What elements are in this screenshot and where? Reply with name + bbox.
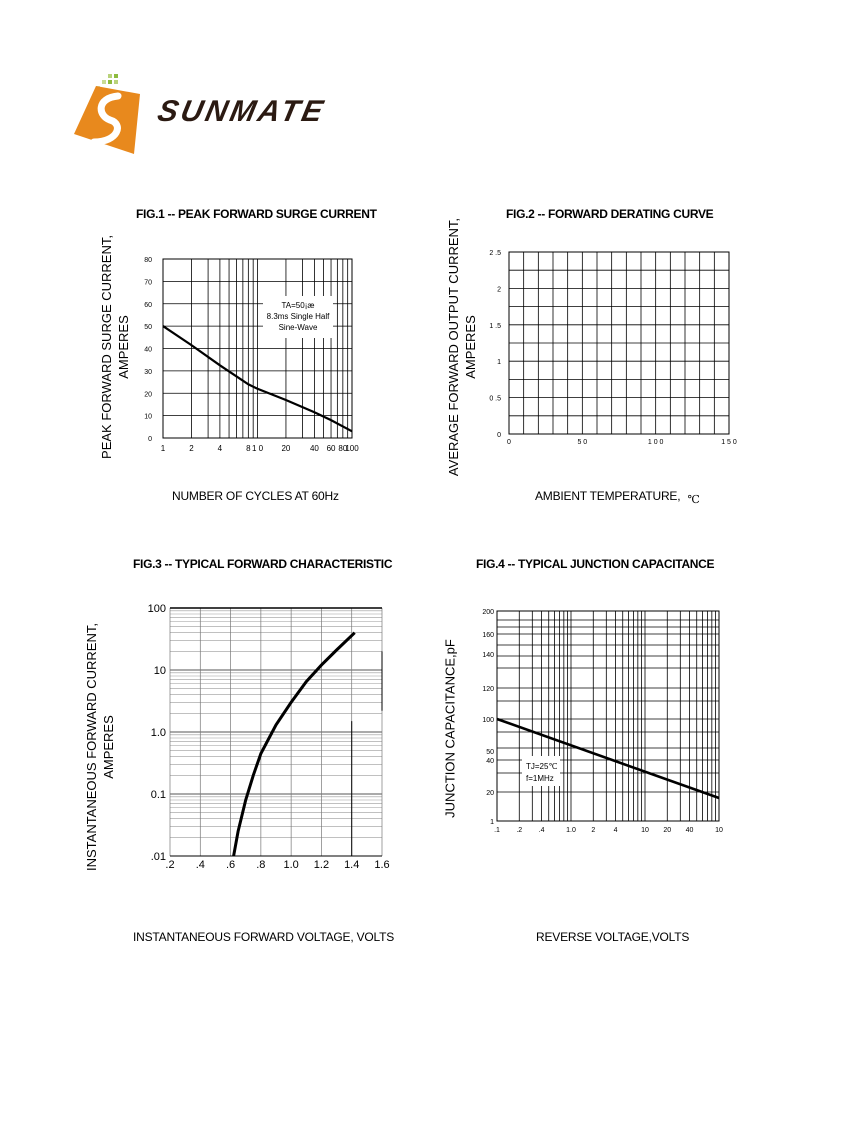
fig3-xtick-label: 1.2	[314, 859, 329, 871]
fig4-ytick-label: 1	[490, 819, 494, 826]
fig3-xtick-label: .8	[256, 859, 265, 871]
fig4-ytick-label: 140	[482, 652, 494, 659]
fig1-xtick-label: 2	[189, 444, 194, 453]
fig2-ytick-label: 1	[497, 359, 501, 366]
fig1-ytick-label: 30	[144, 369, 152, 376]
fig4-ytick-label: 20	[486, 790, 494, 797]
fig1-xtick-label: 1	[161, 444, 166, 453]
fig4-xtick-label: 10	[715, 827, 723, 834]
fig1-ytick-label: 70	[144, 279, 152, 286]
fig4-ytick-label: 50	[486, 749, 494, 756]
fig1-ytick-label: 80	[144, 257, 152, 264]
fig2-xtick-label: 5 0	[577, 439, 587, 446]
fig2-title: FIG.2 -- FORWARD DERATING CURVE	[506, 207, 714, 221]
fig4-xtick-label: 2	[591, 827, 595, 834]
fig2-xtick-label: 1 5 0	[721, 439, 737, 446]
fig3-xlabel: INSTANTANEOUS FORWARD VOLTAGE, VOLTS	[133, 930, 395, 944]
fig2-chart: 0 0 .5 1 1 .5 2 2 .5 0 5 0 1 0 0 1 5 0	[489, 250, 737, 446]
fig3-ytick-label: 100	[148, 603, 166, 615]
fig4-xlabel: REVERSE VOLTAGE,VOLTS	[536, 930, 690, 944]
fig3-chart: .01 0.1 1.0 10 100 .2 .4 .6 .8 1.0 1.2 1.4 1.6	[148, 603, 390, 871]
fig3-ytick-label: 0.1	[151, 789, 166, 801]
fig1-xtick-label: 8	[246, 444, 251, 453]
fig4-annotation-box	[522, 756, 560, 786]
fig4-xtick-label: 4	[614, 827, 618, 834]
fig4-ytick-label: 100	[482, 717, 494, 724]
fig4-annotation: f=1MHz	[526, 774, 554, 783]
fig4-xtick-label: .4	[539, 827, 545, 834]
fig1-annotation: TA=50¡æ	[282, 301, 315, 310]
fig4-xtick-label: .2	[516, 827, 522, 834]
logo-text: SUNMATE	[154, 95, 329, 128]
fig1-xtick-label: 80	[338, 444, 347, 453]
fig3-series-line	[232, 631, 356, 857]
fig1-ytick-label: 60	[144, 302, 152, 309]
fig1-xtick-label: 20	[281, 444, 290, 453]
fig1-xtick-label: 1 0	[252, 444, 264, 453]
fig4-ytick-label: 200	[482, 609, 494, 616]
fig1-xtick-label: 4	[218, 444, 223, 453]
fig1-annotation: Sine-Wave	[279, 323, 318, 332]
fig3-ytick-label: 10	[154, 665, 166, 677]
fig4-series-line	[496, 717, 720, 800]
fig1-series-line	[162, 325, 353, 433]
fig4-title: FIG.4 -- TYPICAL JUNCTION CAPACITANCE	[476, 557, 715, 571]
fig4-xtick-label: 10	[641, 827, 649, 834]
fig4-xtick-label: 20	[663, 827, 671, 834]
fig1-ylabel: PEAK FORWARD SURGE CURRENT,	[99, 235, 114, 459]
fig2-ylabel: AVERAGE FORWARD OUTPUT CURRENT,	[446, 217, 461, 477]
fig1-xtick-label: 40	[310, 444, 319, 453]
fig1-ytick-label: 50	[144, 324, 152, 331]
fig3-ylabel-units: AMPERES	[101, 715, 116, 779]
fig1-ytick-label: 20	[144, 391, 152, 398]
fig4-annotation: TJ=25℃	[526, 762, 557, 771]
fig2-xlabel: AMBIENT TEMPERATURE,	[535, 489, 681, 503]
fig1-ytick-label: 0	[148, 436, 152, 443]
fig1-title: FIG.1 -- PEAK FORWARD SURGE CURRENT	[136, 207, 377, 221]
fig4-ylabel: JUNCTION CAPACITANCE,pF	[442, 639, 458, 818]
fig3-xtick-label: .4	[196, 859, 205, 871]
logo-mark-icon	[74, 74, 140, 154]
fig2-xtick-label: 1 0 0	[648, 439, 664, 446]
fig4-xtick-label: .1	[494, 827, 500, 834]
fig1-xtick-label: 100	[345, 444, 359, 453]
fig2-ytick-label: 0	[497, 432, 501, 439]
fig3-xtick-label: 1.0	[283, 859, 298, 871]
fig4-ytick-label: 160	[482, 632, 494, 639]
fig1-xlabel: NUMBER OF CYCLES AT 60Hz	[172, 489, 339, 503]
fig3-xtick-label: .2	[165, 859, 174, 871]
fig3-xtick-label: 1.6	[374, 859, 389, 871]
fig2-xlabel-unit: ℃	[687, 493, 700, 506]
fig2-ytick-label: 2	[497, 286, 501, 293]
fig3-title: FIG.3 -- TYPICAL FORWARD CHARACTERISTIC	[133, 557, 393, 571]
fig4-xtick-label: 1.0	[566, 827, 576, 834]
fig1-xtick-label: 60	[327, 444, 336, 453]
fig2-xtick-label: 0	[507, 439, 511, 446]
fig1-plot-frame	[162, 258, 353, 439]
fig4-ytick-label: 40	[486, 758, 494, 765]
fig1-annotation: 8.3ms Single Half	[267, 312, 330, 321]
fig2-ytick-label: 2 .5	[489, 250, 501, 257]
fig3-ytick-label: 1.0	[151, 727, 166, 739]
company-logo	[68, 72, 338, 162]
fig4-ytick-label: 120	[482, 686, 494, 693]
fig3-ylabel: INSTANTANEOUS FORWARD CURRENT,	[84, 623, 99, 871]
fig4-plot-frame	[496, 610, 720, 822]
fig1-ytick-label: 10	[144, 414, 152, 421]
fig1-annotation-box	[263, 296, 333, 338]
fig2-ytick-label: 1 .5	[489, 323, 501, 330]
fig2-ylabel-units: AMPERES	[463, 315, 478, 379]
fig2-ytick-label: 0 .5	[489, 396, 501, 403]
fig3-ytick-label: .01	[151, 851, 166, 863]
fig2-plot-frame	[508, 251, 730, 435]
fig3-xtick-label: 1.4	[344, 859, 359, 871]
fig2-xlabel-wrap: AMBIENT TEMPERATURE, ℃	[535, 489, 700, 506]
fig1-ytick-label: 40	[144, 347, 152, 354]
fig3-xtick-label: .6	[226, 859, 235, 871]
fig4-xtick-label: 40	[686, 827, 694, 834]
